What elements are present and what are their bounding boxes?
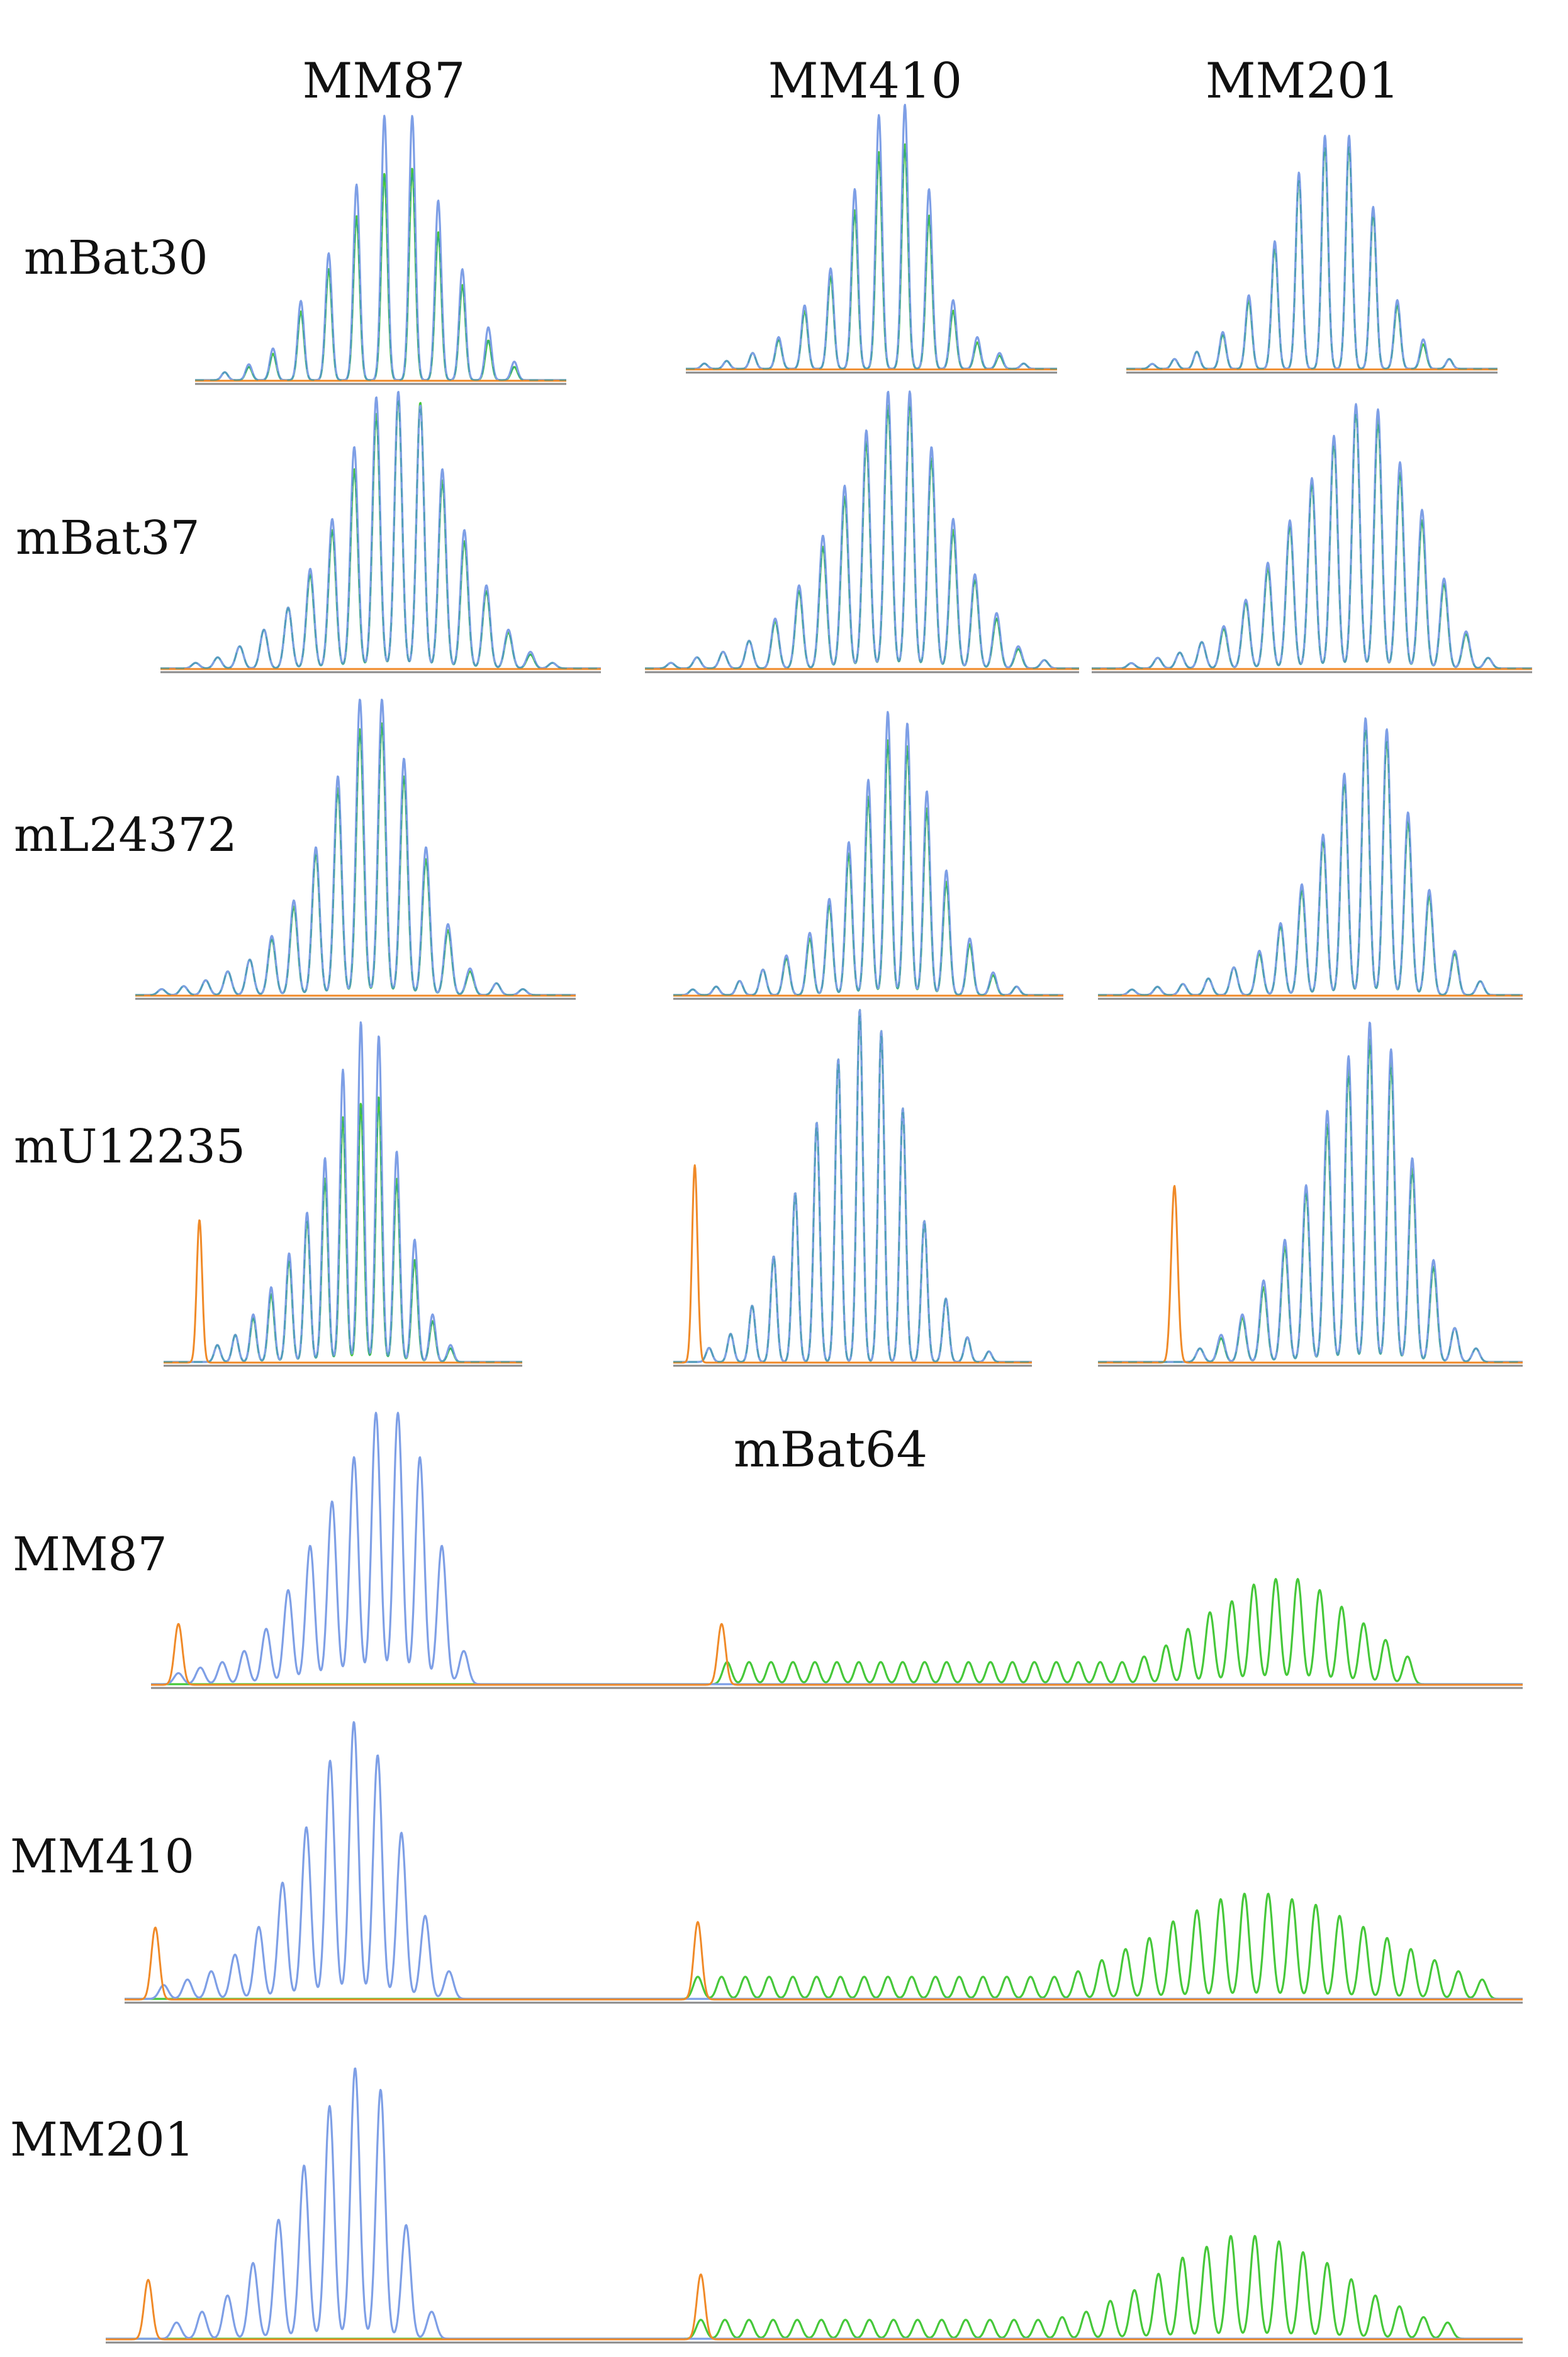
blue-trace [105, 2067, 1523, 2340]
trace-panel [150, 1412, 1523, 1689]
trace-panel [163, 1021, 523, 1367]
row-label-ml24372: mL24372 [14, 808, 237, 862]
overlap-trace [673, 743, 1063, 996]
overlap-trace [673, 1015, 1032, 1363]
trace-panel [1097, 1021, 1523, 1367]
overlap-trace [1098, 1042, 1523, 1363]
blue-trace [1126, 135, 1498, 370]
row-label-mbat37: mBat37 [16, 511, 200, 565]
trace-panel [160, 391, 602, 673]
green-trace [1097, 1038, 1523, 1363]
overlap-trace [686, 147, 1057, 370]
bottom-row-label-mm201: MM201 [10, 2113, 194, 2167]
column-header-mm201: MM201 [1206, 53, 1400, 110]
overlap-trace [1126, 146, 1498, 370]
trace-panel [673, 711, 1064, 1000]
green-trace [1097, 723, 1523, 996]
trace-panel [1126, 135, 1498, 374]
blue-trace [685, 103, 1058, 370]
trace-panel [673, 1009, 1033, 1367]
overlap-trace [135, 726, 576, 996]
overlap-trace [645, 406, 1079, 670]
blue-trace [194, 115, 567, 381]
row-label-mu12235: mU12235 [14, 1120, 245, 1174]
green-trace [685, 143, 1058, 370]
bottom-title-mbat64: mBat64 [734, 1422, 927, 1478]
row-label-mbat30: mBat30 [24, 231, 208, 285]
column-header-mm87: MM87 [303, 53, 466, 110]
trace-panel [105, 2067, 1523, 2344]
green-trace [673, 739, 1064, 996]
overlap-trace [195, 171, 566, 381]
orange-trace [150, 1623, 1523, 1686]
blue-trace [1097, 1021, 1523, 1363]
blue-trace [644, 390, 1080, 670]
bottom-row-label-mm410: MM410 [10, 1830, 194, 1884]
bottom-row-label-mm87: MM87 [13, 1527, 167, 1582]
green-trace [1126, 142, 1498, 370]
trace-panels [105, 103, 1533, 2344]
trace-panel [135, 699, 576, 1000]
blue-trace [1097, 717, 1523, 996]
green-trace [124, 1893, 1523, 2000]
green-trace [150, 1578, 1523, 1685]
trace-panel [1097, 717, 1523, 1000]
overlap-trace [1092, 413, 1532, 670]
trace-panel [1091, 403, 1533, 673]
blue-trace [673, 1009, 1033, 1363]
trace-panel [124, 1721, 1523, 2004]
orange-trace [1097, 1184, 1523, 1364]
green-trace [1091, 408, 1533, 670]
blue-trace [163, 1021, 523, 1363]
orange-trace [673, 1164, 1033, 1364]
blue-trace [124, 1721, 1523, 2000]
orange-trace [124, 1921, 1523, 2001]
trace-panel [685, 103, 1058, 374]
overlap-trace [164, 1099, 522, 1363]
blue-trace [673, 711, 1064, 996]
blue-trace [1091, 403, 1533, 670]
column-header-mm410: MM410 [768, 53, 963, 110]
trace-panel [194, 115, 567, 385]
orange-trace [105, 2273, 1523, 2341]
orange-trace [163, 1219, 523, 1364]
trace-panel [644, 390, 1080, 673]
green-trace [673, 1009, 1033, 1363]
overlap-trace [160, 400, 601, 670]
overlap-trace [1098, 725, 1523, 996]
